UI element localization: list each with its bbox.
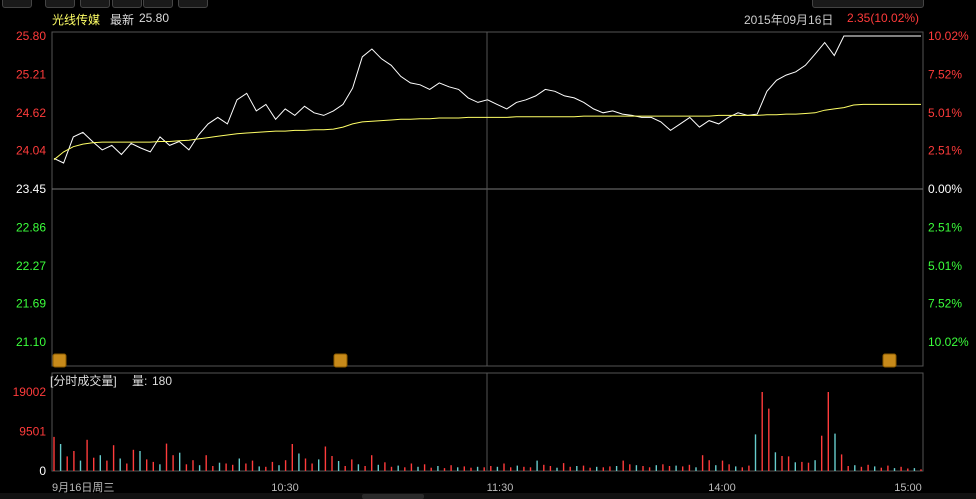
latest-label: 最新 bbox=[110, 13, 135, 27]
percent-tick-label: 10.02% bbox=[928, 29, 969, 43]
volume-tick-label: 0 bbox=[39, 464, 46, 478]
volume-bars bbox=[53, 392, 922, 471]
price-tick-label: 25.21 bbox=[16, 67, 46, 81]
event-marker bbox=[52, 353, 67, 368]
scrollbar-thumb[interactable] bbox=[362, 494, 424, 499]
percent-tick-label: 7.52% bbox=[928, 67, 962, 81]
percent-tick-label: 0.00% bbox=[928, 182, 962, 196]
volume-value: 180 bbox=[152, 374, 172, 388]
time-scrollbar[interactable] bbox=[0, 493, 976, 499]
volume-label: 量: bbox=[132, 374, 147, 388]
average-price-line bbox=[53, 103, 921, 161]
chart-grid bbox=[51, 31, 924, 472]
percent-tick-label: 2.51% bbox=[928, 144, 962, 158]
latest-value: 25.80 bbox=[139, 11, 170, 25]
price-tick-label: 25.80 bbox=[16, 29, 46, 43]
percent-tick-label: 7.52% bbox=[928, 297, 962, 311]
price-tick-label: 22.86 bbox=[16, 220, 46, 234]
price-tick-label: 21.10 bbox=[16, 335, 46, 349]
time-tick-label: 14:00 bbox=[708, 482, 736, 494]
tab-period-5[interactable] bbox=[143, 0, 173, 8]
price-tick-label: 24.62 bbox=[16, 106, 46, 120]
stock-name: 光线传媒 bbox=[52, 13, 101, 27]
price-tick-label: 22.27 bbox=[16, 259, 46, 273]
percent-tick-label: 2.51% bbox=[928, 220, 962, 234]
tab-period-3[interactable] bbox=[80, 0, 110, 8]
percent-tick-label: 10.02% bbox=[928, 335, 969, 349]
price-tick-label: 23.45 bbox=[16, 182, 46, 196]
event-marker bbox=[882, 353, 897, 368]
event-markers bbox=[52, 353, 897, 368]
price-tick-label: 24.04 bbox=[16, 144, 46, 158]
tab-period-6[interactable] bbox=[178, 0, 208, 8]
percent-tick-label: 5.01% bbox=[928, 106, 962, 120]
time-tick-label: 10:30 bbox=[271, 482, 299, 494]
axis-labels: 25.80 25.21 24.62 24.04 23.45 22.86 22.27 21.69… bbox=[13, 29, 969, 494]
tab-period-2[interactable] bbox=[45, 0, 75, 8]
volume-tick-label: 19002 bbox=[13, 385, 47, 399]
volume-panel-title: [分时成交量] bbox=[50, 373, 117, 388]
tab-overlay[interactable] bbox=[812, 0, 924, 8]
tab-period-4[interactable] bbox=[112, 0, 142, 8]
time-tick-label: 11:30 bbox=[487, 482, 514, 494]
change-label: 2.35(10.02%) bbox=[847, 11, 920, 25]
time-tick-label: 15:00 bbox=[894, 482, 922, 494]
tab-period-1[interactable] bbox=[2, 0, 32, 8]
time-tick-label: 9月16日周三 bbox=[52, 481, 114, 494]
price-tick-label: 21.69 bbox=[16, 297, 46, 311]
date-label: 2015年09月16日 bbox=[744, 13, 834, 27]
period-tabs-bar bbox=[0, 0, 976, 8]
volume-tick-label: 9501 bbox=[19, 425, 46, 439]
event-marker bbox=[333, 353, 348, 368]
price-line bbox=[53, 35, 921, 164]
percent-tick-label: 5.01% bbox=[928, 259, 962, 273]
